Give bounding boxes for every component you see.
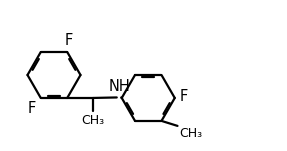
Text: F: F	[179, 89, 187, 104]
Text: CH₃: CH₃	[179, 127, 203, 140]
Text: F: F	[28, 101, 36, 116]
Text: F: F	[64, 33, 72, 48]
Text: CH₃: CH₃	[82, 114, 105, 127]
Text: NH: NH	[108, 79, 130, 94]
